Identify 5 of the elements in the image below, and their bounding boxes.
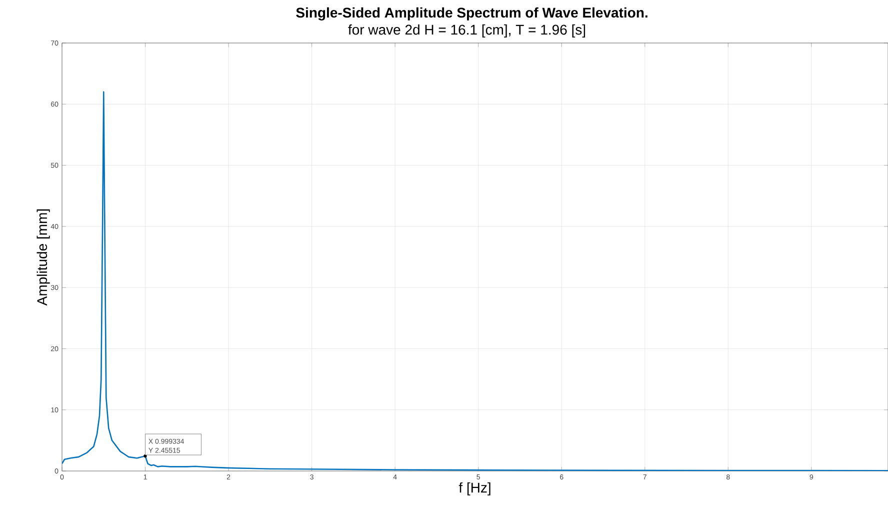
x-axis-title: f [Hz] <box>458 482 490 496</box>
y-axis-title: Amplitude [mm] <box>36 209 50 306</box>
chart-title: Single-Sided Amplitude Spectrum of Wave Elevation. <box>296 7 648 20</box>
chart-subtitle: for wave 2d H = 16.1 [cm], T = 1.96 [s] <box>348 24 586 38</box>
line-series <box>62 91 888 471</box>
